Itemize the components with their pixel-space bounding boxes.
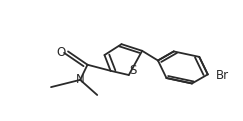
Text: N: N <box>76 73 85 86</box>
Text: S: S <box>130 64 137 77</box>
Text: O: O <box>57 46 66 59</box>
Text: Br: Br <box>216 68 229 82</box>
